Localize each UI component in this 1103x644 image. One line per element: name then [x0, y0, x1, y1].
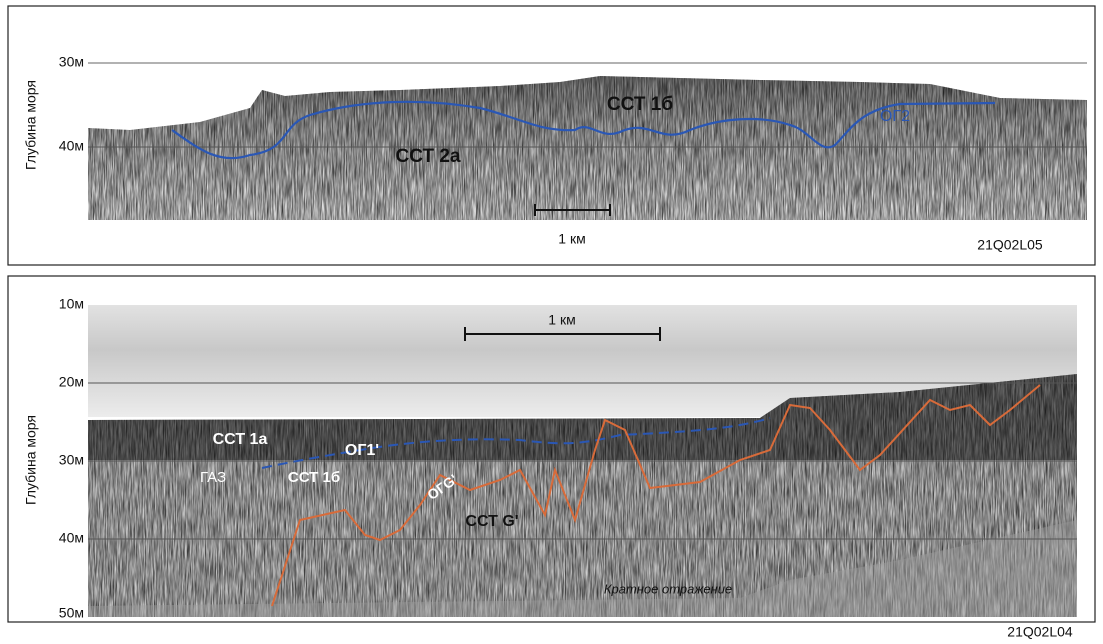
annotation: ГАЗ: [200, 469, 226, 486]
profile-id: 21Q02L04: [1007, 624, 1073, 640]
annotation: ССТ 1а: [213, 431, 268, 448]
panel-bottom: 10м 20м 30м 40м 50м Глубина моря 1 км СС…: [8, 276, 1095, 640]
depth-label: 20м: [59, 374, 84, 390]
depth-label: 40м: [59, 530, 84, 546]
annotation: Кратное отражение: [604, 581, 732, 596]
scale-label: 1 км: [558, 231, 585, 247]
annotation: ССТ G': [465, 513, 518, 530]
annotation: ОГ1': [345, 442, 379, 459]
depth-label: 30м: [59, 452, 84, 468]
profile-id: 21Q02L05: [977, 237, 1043, 253]
annotation: ОГ2: [880, 108, 910, 125]
depth-label: 30м: [59, 54, 84, 70]
annotation: ССТ 1б: [607, 94, 673, 115]
annotation: ССТ 2а: [396, 146, 461, 167]
scale-label: 1 км: [548, 312, 575, 328]
y-axis-label: Глубина моря: [23, 415, 39, 505]
depth-label: 40м: [59, 138, 84, 154]
depth-label: 10м: [59, 296, 84, 312]
depth-label: 50м: [59, 605, 84, 621]
y-axis-label: Глубина моря: [23, 80, 39, 170]
panel-top: 30м 40м Глубина моря ССТ 1б ССТ 2а ОГ2 1…: [8, 6, 1095, 265]
annotation: ССТ 1б: [288, 469, 340, 486]
seismic-texture: [88, 76, 1087, 220]
figure: 30м 40м Глубина моря ССТ 1б ССТ 2а ОГ2 1…: [0, 0, 1103, 644]
